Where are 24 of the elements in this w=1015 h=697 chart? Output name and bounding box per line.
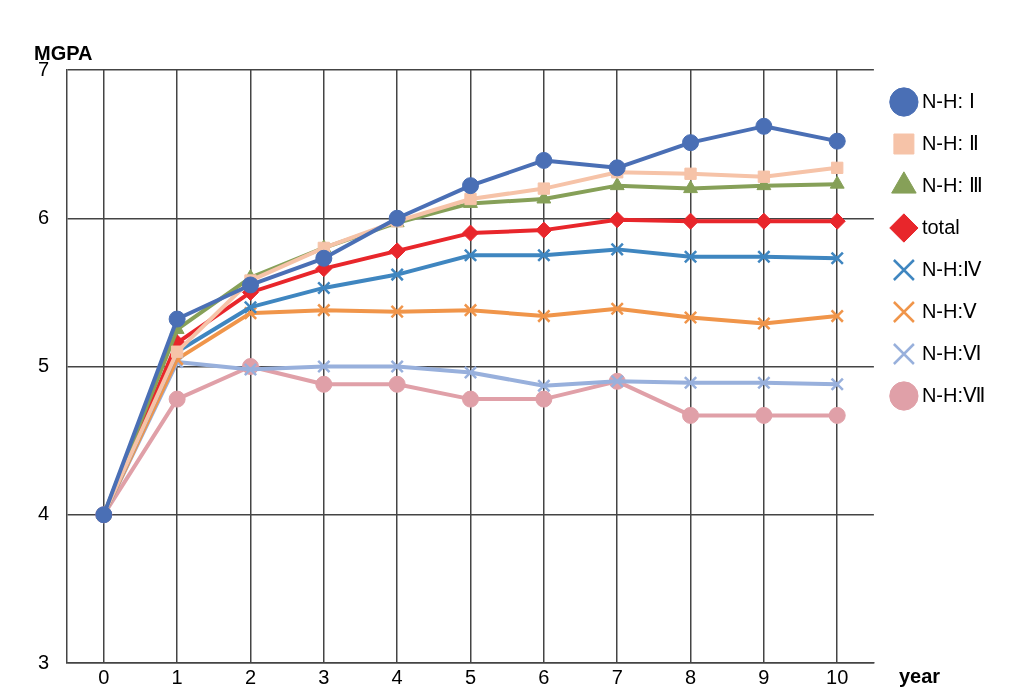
y-tick-label: 3 [38, 650, 50, 673]
y-tick-label: 5 [38, 354, 50, 377]
x-tick-label: 7 [611, 665, 623, 688]
legend-label: total [921, 215, 960, 238]
legend-label: N-H: Ⅲ [921, 173, 983, 196]
legend-label: N-H:Ⅵ [921, 341, 982, 364]
x-tick-label: 3 [318, 665, 330, 688]
y-tick-label: 6 [38, 205, 50, 228]
legend-label: N-H: Ⅱ [921, 131, 979, 154]
x-tick-label: 1 [171, 665, 183, 688]
x-tick-label: 6 [538, 665, 550, 688]
legend-label: N-H:Ⅴ [921, 299, 978, 322]
x-tick-label: 10 [826, 665, 849, 688]
x-tick-label: 8 [684, 665, 697, 688]
x-tick-label: 4 [391, 665, 403, 688]
legend-label: N-H:Ⅶ [921, 383, 986, 406]
legend-label: N-H: Ⅰ [921, 89, 975, 112]
x-axis-title: year [898, 664, 941, 687]
legend-label: N-H:Ⅳ [921, 257, 982, 280]
x-tick-label: 5 [464, 665, 477, 688]
x-tick-label: 0 [98, 665, 110, 688]
y-tick-label: 4 [38, 502, 50, 525]
x-tick-label: 2 [244, 665, 257, 688]
x-tick-label: 9 [758, 665, 770, 688]
